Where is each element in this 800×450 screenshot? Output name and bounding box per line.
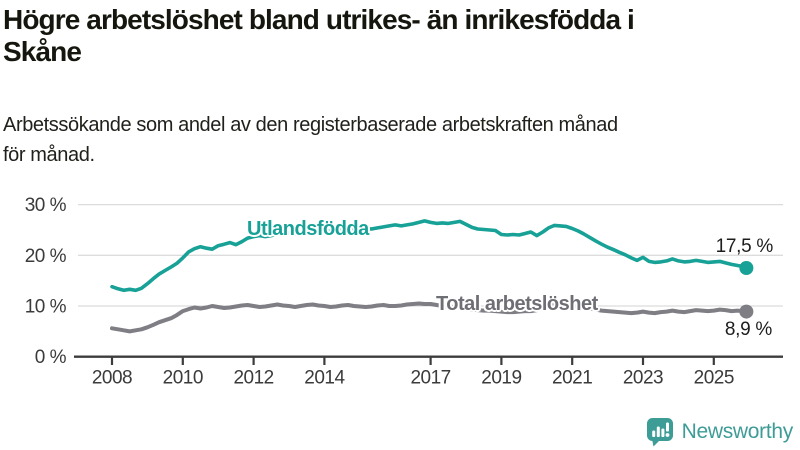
- page-subtitle-line-1: Arbetssökande som andel av den registerb…: [3, 114, 618, 136]
- y-axis-label: 0 %: [35, 347, 67, 368]
- x-axis-label: 2010: [163, 368, 203, 389]
- page-subtitle: Arbetssökande som andel av den registerb…: [3, 110, 618, 170]
- newsworthy-logo: Newsworthy: [646, 417, 793, 447]
- y-axis-label: 30 %: [25, 195, 67, 216]
- y-axis-label: 20 %: [25, 246, 67, 267]
- utlandsfodda-line: [110, 219, 749, 293]
- x-axis-label: 2025: [694, 368, 734, 389]
- x-axis-label: 2014: [304, 368, 345, 389]
- total-arbetsloshet-end-dot: [739, 304, 754, 319]
- utlandsfodda-end-dot: [739, 260, 754, 275]
- page-title-line-1: Högre arbetslöshet bland utrikes- än inr…: [3, 4, 635, 35]
- page-subtitle-line-2: för månad.: [3, 144, 95, 166]
- series-label-total-arbetsloshet: Total arbetslöshet: [436, 293, 598, 315]
- x-axis-label: 2021: [552, 368, 592, 389]
- series-label-utlandsfodda: Utlandsfödda: [247, 218, 369, 240]
- x-axis-label: 2017: [410, 368, 450, 389]
- total-arbetsloshet-line: [110, 301, 749, 334]
- end-value-total-arbetsloshet: 8,9 %: [724, 319, 772, 340]
- x-axis-label: 2012: [233, 368, 273, 389]
- y-axis-label: 10 %: [25, 297, 67, 318]
- x-axis-label: 2019: [481, 368, 521, 389]
- page-title-line-2: Skåne: [3, 36, 82, 67]
- x-axis-label: 2008: [92, 368, 132, 389]
- page-title: Högre arbetslöshet bland utrikes- än inr…: [3, 4, 635, 68]
- x-axis-label: 2023: [623, 368, 663, 389]
- newsworthy-bubble-chart-icon: [646, 418, 673, 447]
- newsworthy-wordmark: Newsworthy: [681, 420, 794, 443]
- end-value-utlandsfodda: 17,5 %: [715, 236, 774, 257]
